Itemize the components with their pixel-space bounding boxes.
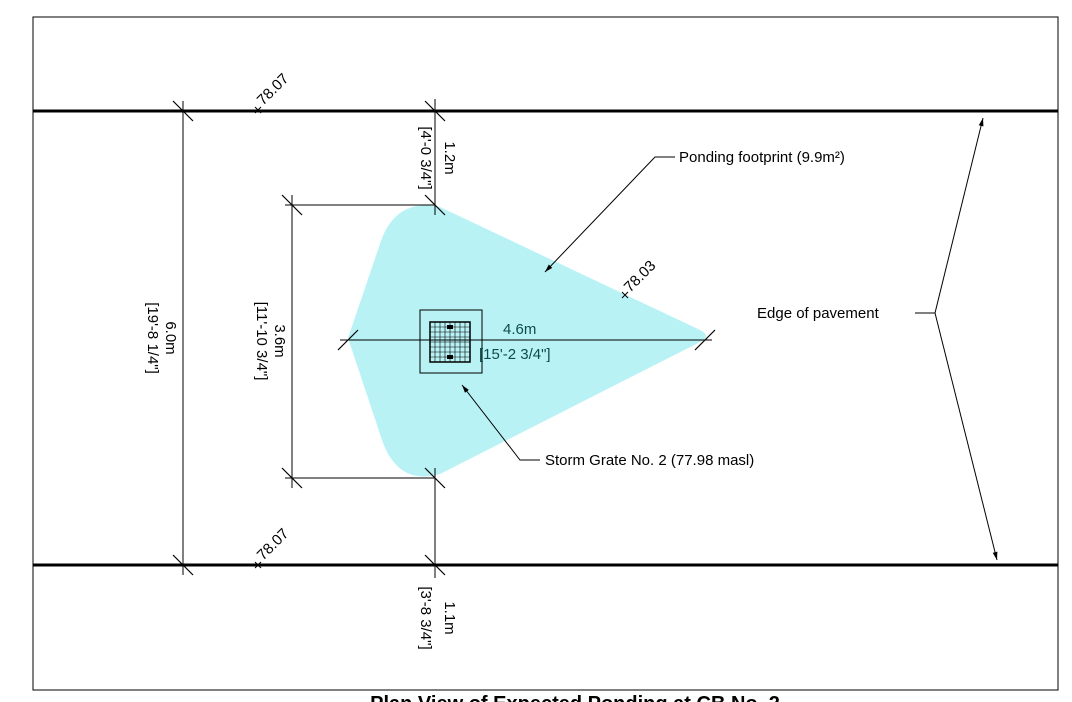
- drawing-title: Plan View of Expected Ponding at CB No. …: [370, 693, 780, 702]
- spot-marks: [254, 106, 629, 569]
- callout: Edge of pavement: [757, 305, 880, 322]
- callout: Storm Grate No. 2 (77.98 masl): [545, 452, 754, 469]
- dimension-metric: 1.2m: [441, 141, 458, 174]
- storm-grate: [419, 309, 483, 374]
- dimension-imperial: [11'-10 3/4"]: [253, 302, 270, 381]
- dimension-metric: 6.0m: [162, 321, 179, 354]
- dimension-imperial: [4'-0 3/4"]: [417, 126, 434, 189]
- dimension-imperial: [3'-8 3/4"]: [417, 586, 434, 649]
- frame: [32, 16, 1059, 691]
- leaders: [461, 117, 998, 561]
- callout: Ponding footprint (9.9m²): [679, 149, 845, 166]
- ponding-footprint: [348, 205, 706, 477]
- dimension-lines: [172, 99, 716, 578]
- dimension-imperial: [15'-2 3/4"]: [479, 346, 551, 363]
- dimension-metric: 4.6m: [503, 321, 536, 338]
- dimension-metric: 3.6m: [271, 324, 288, 357]
- dimension-metric: 1.1m: [441, 601, 458, 634]
- dimension-imperial: [19'-8 1/4"]: [144, 302, 161, 374]
